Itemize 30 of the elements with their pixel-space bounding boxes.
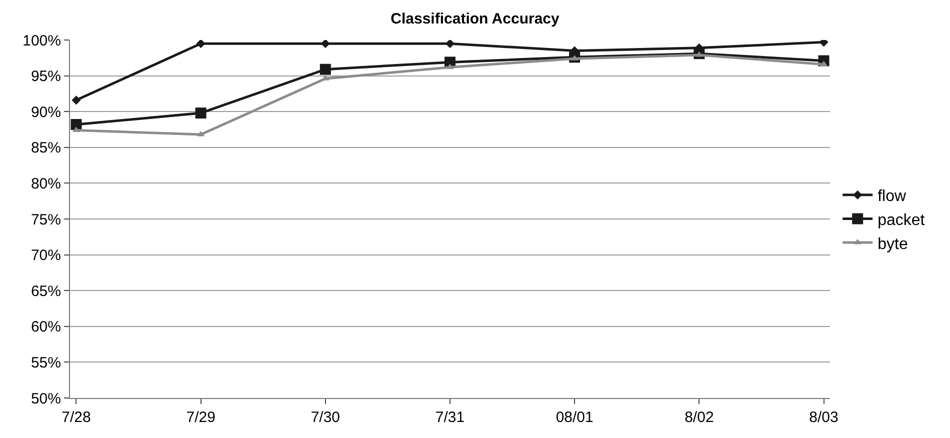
point (320, 40, 330, 48)
y-tick-label: 75% (30, 211, 61, 228)
y-tick-label: 60% (30, 318, 61, 336)
point (820, 60, 828, 66)
point (195, 108, 206, 119)
x-tick-label: 7/29 (186, 409, 216, 426)
y-tick-label: 80% (30, 175, 61, 192)
y-tick-label: 100% (22, 32, 61, 50)
legend-label: byte (878, 236, 908, 253)
y-tick-label: 95% (30, 68, 61, 86)
point (445, 40, 455, 48)
y-tick-label: 70% (30, 247, 61, 264)
chart-title: Classification Accuracy (390, 10, 560, 28)
y-tick-label: 85% (30, 140, 61, 157)
point (72, 96, 81, 105)
x-tick-label: 7/30 (310, 409, 340, 426)
y-tick-label: 90% (30, 104, 61, 121)
y-tick-label: 65% (30, 282, 61, 300)
y-tick-label: 50% (30, 390, 61, 408)
legend-label: packet (878, 212, 926, 229)
y-tick-label: 55% (30, 354, 61, 372)
x-tick-label: 7/31 (435, 409, 465, 426)
legend-label: flow (878, 188, 906, 206)
x-tick-label: 8/02 (684, 409, 714, 426)
x-tick-label: 7/28 (62, 409, 91, 426)
x-tick-label: 08/01 (556, 409, 594, 426)
point (70, 118, 82, 130)
x-tick-label: 8/03 (809, 409, 838, 426)
point (320, 64, 331, 75)
point (196, 40, 206, 48)
